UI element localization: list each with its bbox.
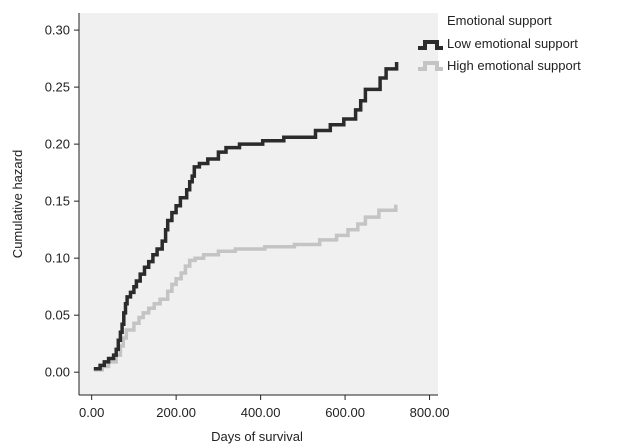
y-tick-label: 0.10: [45, 251, 70, 266]
plot-area: [79, 13, 438, 395]
y-axis-title: Cumulative hazard: [10, 150, 25, 258]
legend-swatch-high: [418, 61, 443, 71]
x-tick-label: 200.00: [156, 405, 196, 420]
y-tick-label: 0.00: [45, 365, 70, 380]
y-axis-ticks: 0.00 0.05 0.10 0.15 0.20 0.25 0.30: [45, 23, 79, 380]
x-tick-label: 800.00: [410, 405, 450, 420]
legend-swatch-low: [418, 40, 443, 50]
y-tick-label: 0.20: [45, 137, 70, 152]
series-line-high-emotional-support: [93, 204, 398, 372]
legend: Emotional support Low emotional support …: [418, 13, 581, 73]
legend-label-high: High emotional support: [447, 58, 581, 73]
series-line-low-emotional-support: [93, 62, 399, 371]
x-tick-label: 400.00: [241, 405, 281, 420]
legend-label-low: Low emotional support: [447, 36, 578, 51]
y-tick-label: 0.15: [45, 194, 70, 209]
x-tick-label: 0.00: [79, 405, 104, 420]
y-tick-label: 0.25: [45, 80, 70, 95]
legend-title: Emotional support: [447, 13, 552, 28]
y-tick-label: 0.30: [45, 23, 70, 38]
y-tick-label: 0.05: [45, 308, 70, 323]
series-layer: [93, 62, 399, 372]
x-tick-label: 600.00: [325, 405, 365, 420]
x-axis-ticks: 0.00 200.00 400.00 600.00 800.00: [79, 395, 449, 420]
x-axis-title: Days of survival: [211, 429, 303, 444]
